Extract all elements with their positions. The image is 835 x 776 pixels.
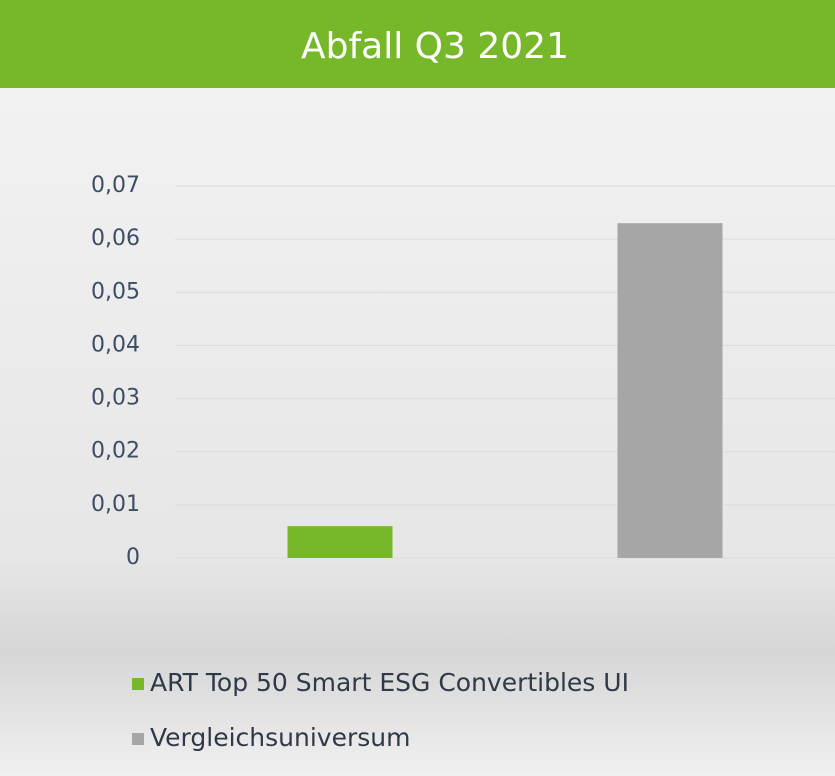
legend-swatch <box>132 678 144 690</box>
legend-label: Vergleichsuniversum <box>150 723 410 752</box>
y-tick-label: 0,07 <box>91 173 140 198</box>
legend-label: ART Top 50 Smart ESG Convertibles UI <box>150 668 629 697</box>
y-tick-label: 0,03 <box>91 386 140 411</box>
y-tick-label: 0,04 <box>91 332 140 357</box>
title-band <box>0 0 835 88</box>
y-tick-label: 0,06 <box>91 226 140 251</box>
y-tick-label: 0,02 <box>91 439 140 464</box>
y-tick-label: 0,01 <box>91 492 140 517</box>
y-tick-label: 0,05 <box>91 279 140 304</box>
bar <box>617 223 723 558</box>
legend-swatch <box>132 733 144 745</box>
y-tick-label: 0 <box>126 545 140 570</box>
bar <box>287 526 393 558</box>
chart-title: Abfall Q3 2021 <box>301 26 569 67</box>
